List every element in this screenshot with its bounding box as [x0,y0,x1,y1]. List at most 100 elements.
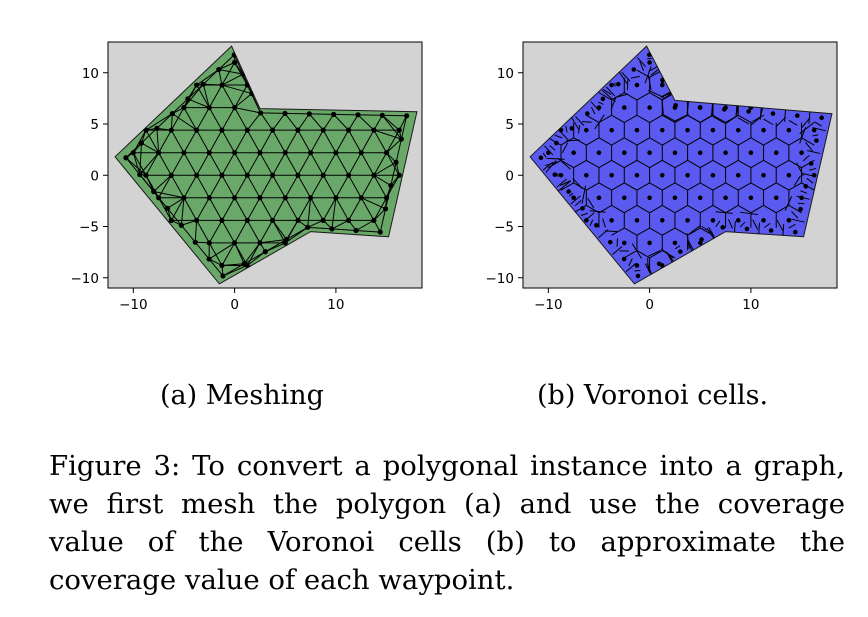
mesh-edge [310,129,324,153]
voronoi-edge [750,204,764,214]
mesh-edge [180,224,196,243]
waypoint [647,240,652,246]
mesh-node [168,217,174,223]
voronoi-edge [674,245,681,250]
mesh-edge [221,73,244,86]
mesh-node [295,127,301,133]
voronoi-edge [763,137,777,146]
mesh-edge [196,69,220,86]
mesh-edge [203,83,222,86]
mesh-edge [158,197,172,221]
mesh-edge [145,175,155,192]
waypoint [596,105,602,110]
mesh-edge [400,115,408,140]
mesh-edge [243,251,266,265]
mesh-node [143,172,149,178]
mesh-edge [233,54,244,75]
waypoint [659,172,665,178]
mesh-node [320,172,326,178]
plot-frame [522,41,838,289]
voronoi-edge [617,70,628,85]
voronoi-edge [611,159,625,169]
mesh-node [345,217,352,223]
waypoint [585,111,590,116]
voronoi-edge [699,204,714,214]
waypoint [635,273,641,279]
waypoint [735,127,741,133]
mesh-edge [322,114,335,131]
voronoi-edge [610,96,617,110]
voronoi-edge [648,250,661,257]
voronoi-edge [636,92,650,101]
waypoint [761,172,766,178]
waypoint [678,249,683,254]
mesh-node [194,127,200,133]
meshing-plot: −10 0 10 −10 −5 0 5 10 [71,41,423,313]
voronoi-edge [661,182,676,191]
voronoi-edge [801,137,815,146]
waypoint [697,150,703,155]
voronoi-edge [575,116,585,126]
waypoint [786,172,792,178]
waypoint [761,218,766,223]
mesh-edge [221,263,245,266]
voronoi-edge [806,177,814,184]
mesh-node [295,217,301,223]
waypoint [699,237,704,242]
mesh-node [156,150,162,156]
mesh-edge [221,175,236,199]
voronoi-edge [674,159,688,169]
mesh-node [333,195,339,201]
mesh-edge [141,142,159,154]
mesh-edge [156,113,173,129]
mesh-node [138,140,145,146]
voronoi-edge [807,149,821,155]
waypoint [697,195,703,201]
waypoint [584,172,589,178]
mesh-node [269,217,276,223]
mesh-node [220,273,226,279]
mesh-edge [310,197,324,221]
mesh-edge [187,84,198,100]
subcaption-a: (a) Meshing [160,380,324,411]
voronoi-edge [712,114,726,124]
mesh-edge [208,129,223,153]
mesh-node [164,205,171,211]
mesh-edge [265,239,287,253]
mesh-edge [390,162,397,186]
voronoi-edge [687,204,701,214]
mesh-edge [132,152,147,176]
mesh-edge [196,197,210,221]
voronoi-edge [805,141,813,152]
voronoi-edge [549,145,556,151]
waypoint [584,127,589,133]
mesh-edge [260,112,274,131]
mesh-edge [222,263,245,277]
voronoi-edge [674,227,688,236]
voronoi-edge [661,113,677,123]
voronoi-edge [636,250,650,259]
mesh-node [333,150,339,156]
voronoi-edge [623,137,638,146]
mesh-edge [153,191,185,199]
voronoi-edge [556,178,567,188]
mesh-edge [272,220,286,244]
y-tick-label: 5 [505,117,514,133]
mesh-edge [218,69,223,86]
waypoint [660,77,665,83]
voronoi-edge [623,92,638,101]
voronoi-edge [715,211,733,214]
voronoi-edge [542,161,554,171]
voronoi-edge [687,159,701,169]
mesh-edge [331,197,337,229]
voronoi-edge [573,159,587,169]
mesh-edge [208,242,235,260]
waypoint [710,218,716,223]
voronoi-edge [788,204,802,214]
waypoint [571,195,576,201]
mesh-node [371,217,377,223]
mesh-node [143,127,149,133]
mesh-edge [373,115,383,131]
mesh-edge [246,197,261,221]
mesh-node [320,127,326,133]
